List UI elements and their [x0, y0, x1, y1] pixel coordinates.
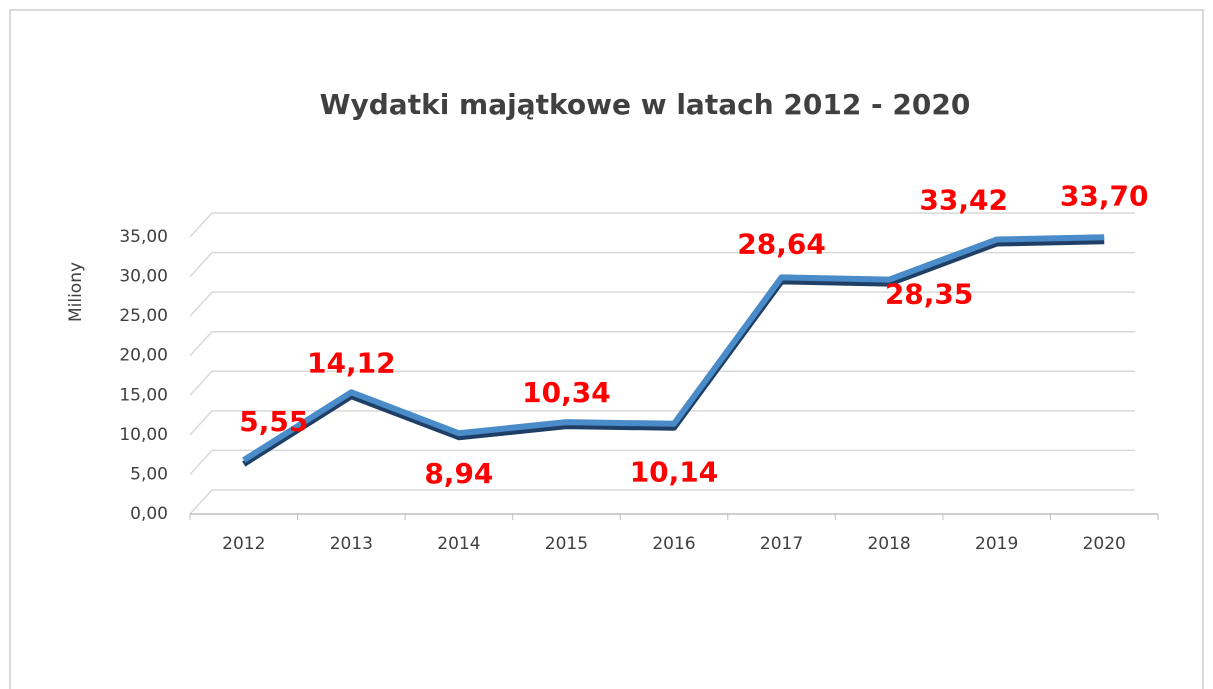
x-tick-label: 2016 — [652, 534, 695, 554]
y-tick-label: 15,00 — [119, 385, 168, 405]
x-tick-label: 2012 — [222, 534, 265, 554]
y-tick-label: 0,00 — [130, 504, 168, 524]
x-tick-label: 2018 — [867, 534, 910, 554]
x-tick-label: 2020 — [1083, 534, 1126, 554]
x-tick-label: 2019 — [975, 534, 1018, 554]
line-shadow — [242, 238, 1105, 467]
grid-line — [189, 212, 1135, 238]
grid-line — [189, 330, 1135, 357]
x-tick-label: 2017 — [760, 534, 803, 554]
data-label: 28,35 — [885, 278, 974, 311]
data-label: 10,34 — [522, 376, 611, 409]
x-tick-label: 2013 — [330, 534, 373, 554]
grid-line — [189, 370, 1135, 396]
y-tick-label: 30,00 — [119, 267, 168, 287]
grid-line — [189, 291, 1135, 317]
grid-line — [189, 489, 1135, 515]
data-label: 8,94 — [424, 457, 493, 490]
x-tick-label: 2015 — [545, 534, 588, 554]
y-tick-label: 35,00 — [119, 227, 168, 247]
data-label: 28,64 — [737, 227, 826, 260]
y-tick-label: 25,00 — [119, 306, 168, 326]
grid-line — [189, 449, 1135, 475]
x-tick-label: 2014 — [437, 534, 480, 554]
line-series — [242, 234, 1105, 463]
data-label: 5,55 — [239, 405, 308, 438]
chart-frame — [9, 9, 1204, 689]
data-label: 14,12 — [307, 346, 396, 379]
y-tick-label: 20,00 — [119, 346, 168, 366]
y-axis-label: Miliony — [66, 262, 86, 322]
y-tick-label: 5,00 — [130, 464, 168, 484]
data-label: 33,70 — [1060, 179, 1149, 212]
y-tick-label: 10,00 — [119, 425, 168, 445]
grid-line — [189, 410, 1135, 436]
grid-line — [189, 251, 1135, 278]
data-label: 33,42 — [919, 184, 1008, 217]
data-label: 10,14 — [630, 456, 719, 489]
chart-title: Wydatki majątkowe w latach 2012 - 2020 — [320, 88, 971, 121]
